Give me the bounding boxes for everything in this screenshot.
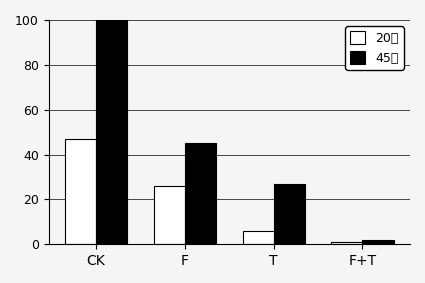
Bar bbox=[154, 186, 185, 244]
Bar bbox=[363, 240, 394, 244]
Bar bbox=[274, 184, 305, 244]
Bar bbox=[185, 143, 216, 244]
Legend: 20天, 45天: 20天, 45天 bbox=[346, 26, 404, 70]
Bar bbox=[332, 242, 363, 244]
Bar bbox=[243, 231, 274, 244]
Bar bbox=[96, 20, 127, 244]
Bar bbox=[65, 139, 96, 244]
